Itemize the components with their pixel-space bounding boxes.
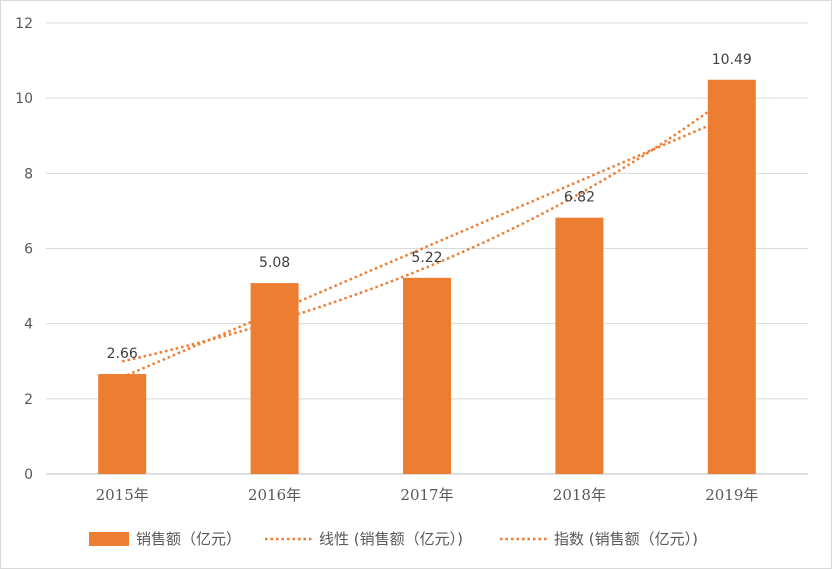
legend-swatch-bar — [89, 532, 129, 546]
y-tick-label: 10 — [15, 91, 33, 107]
data-label: 5.22 — [411, 250, 442, 266]
data-label: 10.49 — [712, 52, 752, 68]
x-tick-label: 2015年 — [96, 486, 149, 504]
y-tick-label: 6 — [24, 242, 33, 258]
bar — [98, 374, 147, 474]
bar — [707, 79, 756, 475]
y-tick-label: 12 — [15, 16, 33, 32]
y-tick-label: 8 — [24, 166, 33, 182]
bars — [98, 79, 756, 475]
exponential-trendline — [121, 93, 733, 363]
data-label: 6.82 — [564, 190, 595, 206]
linear-trendline — [121, 114, 733, 379]
y-tick-label: 0 — [24, 467, 33, 483]
bar — [403, 277, 451, 474]
legend-label: 指数 (销售额（亿元）) — [554, 530, 698, 548]
gridlines — [46, 22, 808, 475]
bar — [250, 283, 299, 474]
x-tick-label: 2017年 — [400, 486, 453, 504]
x-tick-label: 2016年 — [248, 486, 301, 504]
y-axis: 0 2 4 6 8 10 12 — [15, 16, 33, 483]
data-label: 2.66 — [107, 346, 138, 362]
legend: 销售额（亿元） 线性 (销售额（亿元）) 指数 (销售额（亿元）) — [89, 530, 698, 548]
x-tick-label: 2019年 — [705, 486, 758, 504]
x-tick-label: 2018年 — [553, 486, 606, 504]
legend-label: 销售额（亿元） — [136, 530, 241, 548]
y-tick-label: 4 — [24, 317, 33, 333]
y-tick-label: 2 — [24, 392, 33, 408]
data-label: 5.08 — [259, 255, 290, 271]
legend-label: 线性 (销售额（亿元）) — [319, 530, 463, 548]
trendlines — [121, 93, 733, 379]
data-labels: 2.66 5.08 5.22 6.82 10.49 — [107, 52, 752, 362]
x-axis: 2015年 2016年 2017年 2018年 2019年 — [96, 486, 759, 504]
bar — [555, 217, 604, 474]
